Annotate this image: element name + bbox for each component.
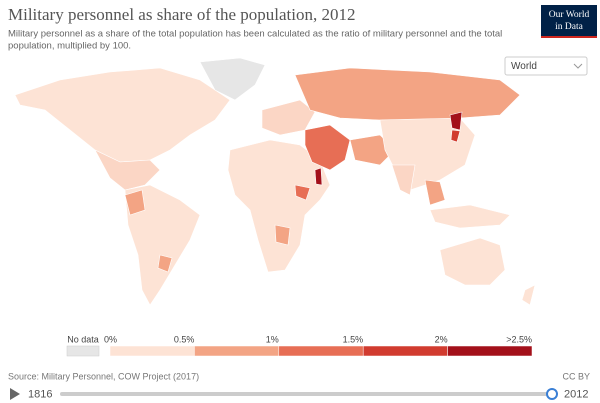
source: Source: Military Personnel, COW Project …: [8, 371, 199, 381]
legend-bin: [362, 345, 448, 357]
legend-bin: [109, 345, 195, 357]
asia: [379, 117, 476, 191]
timeline-start: 1816: [28, 388, 52, 400]
russia: [294, 67, 521, 123]
dropdown-arrow: [573, 63, 583, 69]
legend-tick-label: 1.5%: [343, 334, 364, 344]
south-sudan: [294, 184, 311, 201]
logo-text: Our World: [549, 10, 590, 20]
no-data-label: No data: [67, 334, 99, 344]
north-korea: [449, 111, 463, 131]
map: [14, 57, 536, 306]
middle-east: [304, 124, 351, 171]
india: [391, 164, 416, 196]
new-zealand: [521, 284, 536, 306]
dropdown-box: [504, 56, 588, 76]
indonesia: [429, 204, 511, 229]
legend-tick-label: >2.5%: [506, 334, 532, 344]
logo[interactable]: Our World in Data: [541, 5, 597, 38]
israel: [314, 167, 323, 186]
africa: [227, 139, 331, 273]
legend: No data 0% 0.5% 1% 1.5% 2% >2.5%: [66, 334, 533, 357]
region-dropdown[interactable]: World: [504, 56, 588, 76]
dropdown-value: World: [511, 61, 537, 72]
subtitle: population, multiplied by 100.: [8, 41, 131, 52]
greenland: [199, 57, 266, 101]
south-korea: [450, 129, 461, 143]
play-button[interactable]: [10, 388, 20, 400]
logo-box: [541, 5, 597, 38]
subtitle: Military personnel as a share of the tot…: [8, 29, 502, 40]
license: CC BY: [562, 371, 590, 381]
north-america: [14, 67, 231, 163]
title: Military personnel as share of the popul…: [8, 5, 355, 24]
australia: [439, 237, 506, 286]
legend-tick-label: 0.5%: [174, 334, 195, 344]
logo-text: in Data: [555, 22, 583, 32]
timeline-handle[interactable]: [546, 388, 558, 400]
no-data-swatch: [66, 345, 100, 357]
legend-bin: [447, 345, 533, 357]
legend-tick-label: 2%: [435, 334, 448, 344]
logo-underline: [541, 36, 597, 38]
legend-bin: [278, 345, 364, 357]
colombia: [124, 189, 146, 216]
legend-tick-label: 1%: [266, 334, 279, 344]
southeast-asia: [424, 179, 446, 206]
timeline-end: 2012: [564, 388, 588, 400]
legend-bin: [194, 345, 280, 357]
legend-tick-label: 0%: [104, 334, 117, 344]
mexico-central-america: [94, 149, 161, 191]
uruguay: [157, 254, 173, 273]
angola: [274, 224, 291, 246]
south-america: [124, 184, 201, 306]
